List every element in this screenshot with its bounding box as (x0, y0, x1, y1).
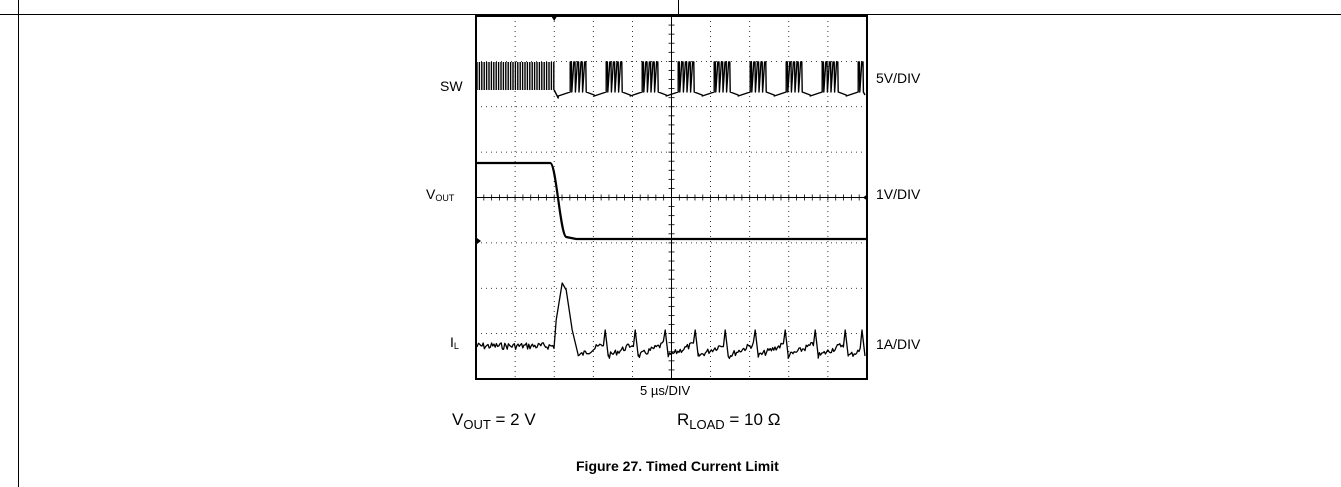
channel-label-vout: VOUT (426, 186, 455, 203)
figure-caption: Figure 27. Timed Current Limit (576, 458, 779, 474)
scope-border (475, 15, 868, 380)
left-rule (18, 0, 19, 487)
timebase-label: 5 µs/DIV (640, 383, 691, 398)
il-trace (475, 282, 866, 360)
scale-label-sw: 5V/DIV (876, 70, 921, 86)
scale-label-vout: 1V/DIV (876, 186, 921, 202)
scope-traces (475, 16, 867, 360)
condition-rload: RLOAD = 10 Ω (677, 410, 781, 432)
vout-trace (476, 161, 867, 241)
channel-label-il: IL (450, 334, 459, 351)
condition-vout: VOUT = 2 V (452, 410, 536, 432)
top-rule (0, 14, 1341, 15)
sw-trace-before (476, 62, 555, 90)
trigger-marker (551, 16, 558, 21)
header-divider (678, 0, 679, 14)
sw-trace-after (553, 61, 866, 99)
channel-label-sw: SW (440, 78, 463, 94)
scale-label-il: 1A/DIV (876, 336, 921, 352)
vout-ground-marker (477, 238, 481, 244)
